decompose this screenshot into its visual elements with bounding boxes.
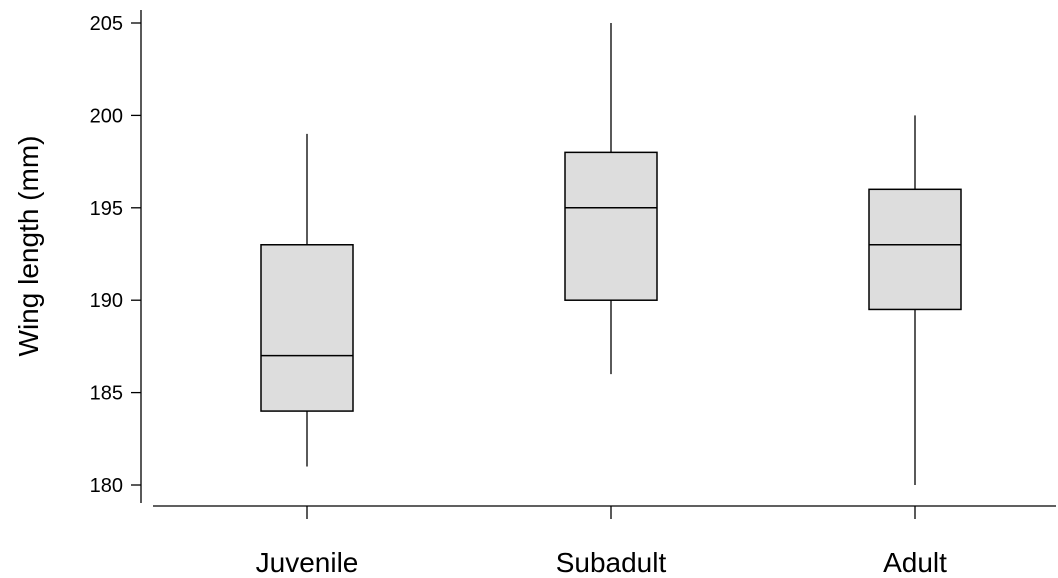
box-adult xyxy=(868,115,962,485)
y-tick-label: 200 xyxy=(90,105,123,127)
y-tick-label: 185 xyxy=(90,383,123,405)
x-tick-label: Subadult xyxy=(556,547,667,578)
y-tick-label: 195 xyxy=(90,198,123,220)
iqr-box xyxy=(564,151,658,301)
iqr-box xyxy=(260,244,354,412)
x-tick-label: Adult xyxy=(883,547,947,578)
y-tick-label: 190 xyxy=(90,290,123,312)
boxes xyxy=(260,23,962,485)
y-tick-label: 205 xyxy=(90,13,123,35)
box-subadult xyxy=(564,23,658,375)
x-tick-label: Juvenile xyxy=(256,547,359,578)
y-tick-label: 180 xyxy=(90,475,123,497)
box-juvenile xyxy=(260,133,354,467)
y-axis-title: Wing length (mm) xyxy=(13,136,44,357)
y-axis: 180 185 190 195 200 205 xyxy=(90,10,142,503)
iqr-box xyxy=(868,188,962,311)
x-axis: Juvenile Subadult Adult xyxy=(153,505,1056,578)
